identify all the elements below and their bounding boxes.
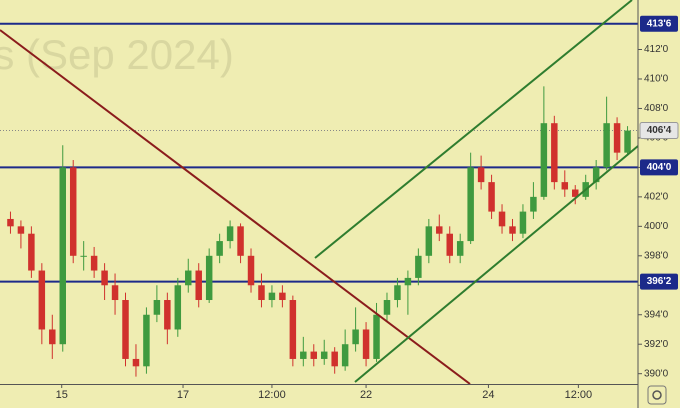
candle-body xyxy=(477,167,485,183)
candle-body xyxy=(551,123,558,183)
axes: 390'0392'0394'0396'0398'0400'0402'0404'0… xyxy=(56,15,679,401)
candle-body xyxy=(352,329,359,345)
candle-body xyxy=(404,277,412,286)
candle-body xyxy=(28,233,35,271)
x-tick-label: 24 xyxy=(482,389,494,401)
candle-body xyxy=(362,329,370,359)
last-price-box xyxy=(639,122,679,140)
candle-body xyxy=(592,167,600,183)
candle-body xyxy=(279,292,286,301)
candle-body xyxy=(446,233,453,256)
level-label-box xyxy=(640,273,678,290)
candle-body xyxy=(185,270,192,286)
y-tick-label: 412'0 xyxy=(644,44,669,55)
candle-body xyxy=(383,300,391,315)
settings-button[interactable] xyxy=(647,385,667,405)
candle-body xyxy=(613,123,621,153)
candle-body xyxy=(320,351,328,359)
candle-body xyxy=(268,292,276,301)
level-label-box xyxy=(640,15,678,32)
level-label: 413'6 xyxy=(647,18,672,29)
candle-body xyxy=(122,300,129,359)
trend-line xyxy=(0,29,471,385)
candle-body xyxy=(415,255,422,278)
x-tick-label: 15 xyxy=(56,389,68,401)
y-tick-label: 398'0 xyxy=(644,250,669,261)
channel-lower xyxy=(354,145,639,383)
candle-body xyxy=(49,329,56,345)
candle-body xyxy=(17,226,25,234)
y-tick-label: 390'0 xyxy=(644,368,669,379)
candle-body xyxy=(341,344,349,367)
candle-body xyxy=(247,255,255,286)
candle-body xyxy=(467,167,474,242)
watermark: es (Sep 2024) xyxy=(0,31,234,78)
candle-body xyxy=(310,351,318,359)
candle-body xyxy=(226,226,234,242)
candle-body xyxy=(195,270,202,301)
candle-body xyxy=(174,285,182,330)
candle-body xyxy=(373,314,380,359)
candle-body xyxy=(205,255,213,301)
candle-body xyxy=(38,270,46,330)
x-tick-label: 17 xyxy=(177,389,189,401)
candle-body xyxy=(111,285,119,301)
last-price-label: 406'4 xyxy=(647,125,672,136)
candle-body xyxy=(153,300,161,315)
candle-body xyxy=(425,226,433,256)
channel-upper xyxy=(314,0,633,259)
x-tick-label: 12:00 xyxy=(565,389,593,401)
y-tick-label: 408'0 xyxy=(644,103,669,114)
settings-icon xyxy=(652,390,662,400)
plot-area xyxy=(0,22,638,377)
candle-body xyxy=(519,211,527,234)
candle-body xyxy=(143,314,150,367)
y-tick-label: 392'0 xyxy=(644,339,669,350)
y-tick-label: 400'0 xyxy=(644,221,669,232)
y-tick-label: 410'0 xyxy=(644,74,669,85)
candle-body xyxy=(498,211,506,227)
candle-body xyxy=(237,226,244,256)
candle-body xyxy=(331,351,338,367)
x-tick-label: 12:00 xyxy=(258,389,286,401)
candle-body xyxy=(300,351,307,359)
candle-body xyxy=(603,123,610,168)
candle-body xyxy=(7,218,14,227)
candle-body xyxy=(101,270,108,286)
level-label-box xyxy=(640,159,678,176)
candle-body xyxy=(436,226,443,234)
candle-body xyxy=(456,241,464,256)
candle-body xyxy=(488,182,495,212)
level-label: 396'2 xyxy=(647,276,672,287)
candle-body xyxy=(216,241,223,256)
candle-body xyxy=(132,358,140,367)
candle-body xyxy=(624,130,631,153)
candle-body xyxy=(164,300,171,330)
candle-body xyxy=(59,167,66,345)
y-tick-label: 402'0 xyxy=(644,192,669,203)
candle-body xyxy=(540,123,548,197)
candle-body xyxy=(561,182,569,190)
candle-body xyxy=(258,285,265,301)
candle-body xyxy=(90,255,98,271)
level-label: 404'0 xyxy=(647,162,672,173)
candle-body xyxy=(69,167,77,256)
y-tick-label: 394'0 xyxy=(644,309,669,320)
candle-body xyxy=(80,255,87,257)
candle-body xyxy=(509,226,516,234)
x-tick-label: 22 xyxy=(360,389,372,401)
candle-body xyxy=(530,196,537,212)
candle-body xyxy=(572,189,579,197)
candle-body xyxy=(289,300,297,359)
candle-body xyxy=(394,285,401,301)
